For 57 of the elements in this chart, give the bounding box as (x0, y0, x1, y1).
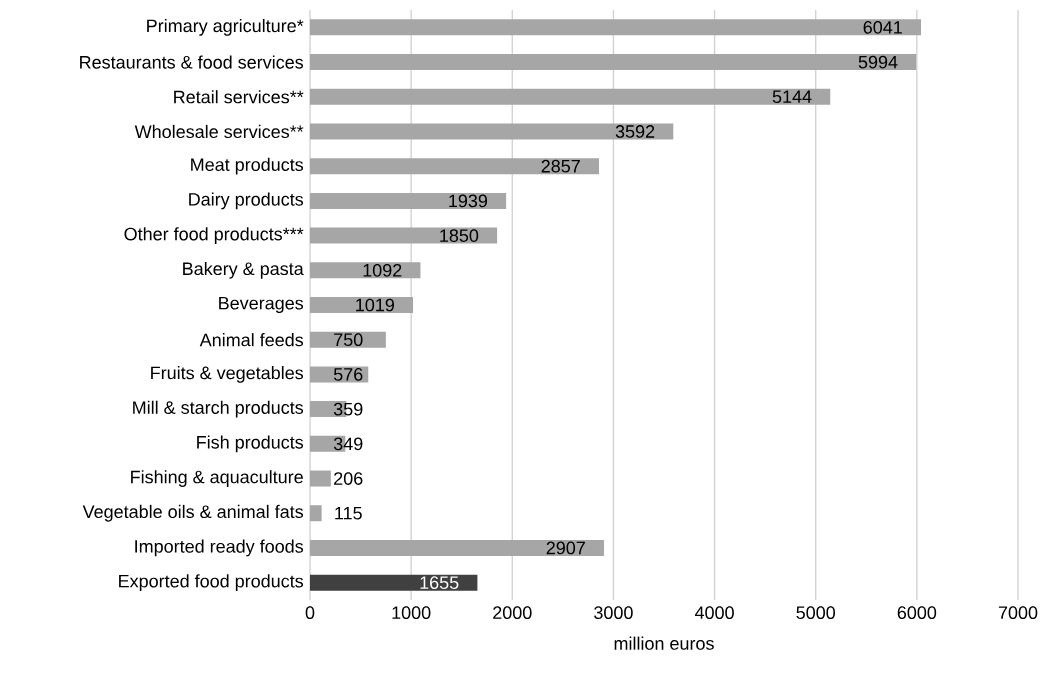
bar (310, 123, 674, 140)
data-label: 1850 (440, 229, 479, 242)
y-tick-label: Exported food products (119, 574, 304, 592)
data-label: 1092 (363, 263, 402, 277)
y-tick-label: Dairy products (189, 192, 304, 210)
y-tick-label: Meat products (191, 157, 304, 175)
x-tick-label: 5000 (796, 606, 836, 620)
bar (310, 19, 921, 36)
y-tick-label: Primary agriculture* (147, 18, 304, 36)
bar (310, 470, 331, 487)
data-label: 1655 (420, 576, 459, 590)
y-tick-label: Restaurants & food services (80, 55, 304, 69)
data-label: 2907 (546, 541, 585, 555)
x-tick-label: 0 (305, 606, 315, 620)
bar (310, 54, 917, 71)
x-tick-label: 6000 (897, 606, 937, 620)
bar (310, 539, 605, 556)
y-tick-label: Fishing & aquaculture (131, 470, 303, 487)
y-tick-label: Wholesale services** (134, 124, 304, 139)
x-tick-label: 1000 (392, 606, 431, 620)
x-axis-title: million euros (614, 636, 714, 650)
y-tick-label: Imported ready foods (135, 539, 304, 557)
data-label: 1939 (449, 194, 488, 208)
bar (310, 297, 414, 314)
y-tick-label: Other food products*** (124, 227, 304, 244)
y-tick-label: Fish products (197, 435, 304, 453)
data-label: 5144 (772, 90, 812, 104)
data-label: 5994 (858, 55, 898, 69)
data-label: 115 (335, 506, 362, 520)
data-label: 1019 (356, 298, 394, 312)
data-label: 2857 (541, 159, 580, 173)
data-label: 359 (333, 402, 363, 416)
data-label: 6041 (863, 20, 902, 34)
x-tick-label: 2000 (493, 606, 532, 620)
x-tick-label: 3000 (594, 606, 633, 620)
y-tick-label: Animal feeds (199, 333, 304, 347)
y-tick-label: Mill & starch products (133, 400, 304, 418)
y-tick-label: Retail services** (174, 90, 304, 104)
y-tick-label: Fruits & vegetables (151, 366, 304, 383)
data-label: 349 (333, 437, 363, 451)
bar (310, 227, 498, 244)
bar (310, 192, 507, 209)
y-tick-label: Vegetable oils & animal fats (82, 504, 304, 522)
bar (310, 505, 322, 522)
data-label: 3592 (615, 125, 655, 138)
data-label: 750 (334, 333, 363, 347)
bar (310, 88, 831, 105)
y-tick-label: Beverages (219, 296, 304, 314)
bar (310, 158, 599, 175)
data-label: 576 (333, 368, 363, 381)
data-label: 206 (334, 472, 363, 485)
y-tick-label: Bakery & pasta (183, 261, 304, 279)
bar (310, 331, 386, 348)
x-tick-label: 7000 (998, 606, 1038, 620)
bar (310, 574, 478, 591)
x-tick-label: 4000 (694, 606, 734, 620)
bar (310, 262, 421, 279)
